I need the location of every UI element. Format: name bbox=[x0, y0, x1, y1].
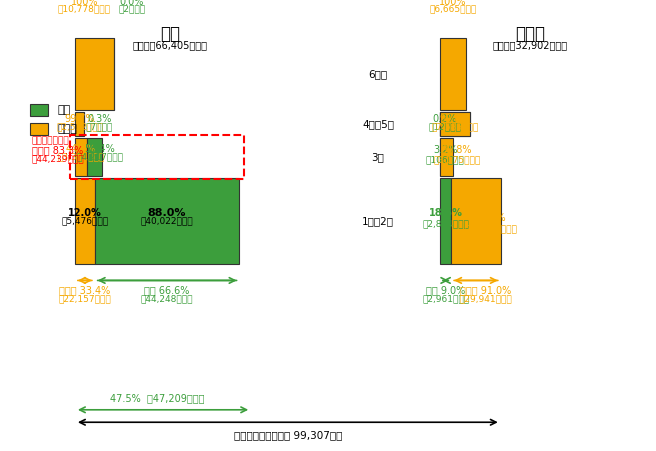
Text: 55.4%: 55.4% bbox=[85, 144, 115, 154]
Text: 木造 66.6%: 木造 66.6% bbox=[144, 285, 190, 295]
Text: ＜2千㎡＞: ＜2千㎡＞ bbox=[118, 5, 146, 14]
Text: ＜29,941千㎡＞: ＜29,941千㎡＞ bbox=[460, 294, 512, 303]
Text: ＜2,512千㎡＞: ＜2,512千㎡＞ bbox=[56, 123, 103, 132]
Bar bbox=[451, 178, 501, 264]
Text: 88.0%: 88.0% bbox=[148, 208, 186, 218]
Text: ＜床面穉32,902千㎡＞: ＜床面穉32,902千㎡＞ bbox=[493, 40, 567, 50]
Text: 新築建築物（全体） 99,307千㎡: 新築建築物（全体） 99,307千㎡ bbox=[234, 430, 342, 440]
Text: 1階～2階: 1階～2階 bbox=[362, 216, 394, 226]
Text: ＜12千㎡＞: ＜12千㎡＞ bbox=[428, 123, 461, 132]
Text: 0.0%: 0.0% bbox=[120, 0, 144, 7]
Text: 非木造 91.0%: 非木造 91.0% bbox=[461, 285, 512, 295]
Text: ＜2,844千㎡＞: ＜2,844千㎡＞ bbox=[422, 219, 469, 228]
Text: 0.3%: 0.3% bbox=[87, 115, 112, 124]
Bar bbox=[440, 38, 466, 110]
Text: ＜3,175千㎡＞: ＜3,175千㎡＞ bbox=[433, 155, 480, 164]
Text: ＜44,239千㎡＞: ＜44,239千㎡＞ bbox=[32, 154, 85, 163]
Text: 6階～: 6階～ bbox=[369, 69, 388, 79]
Text: ＜3,391千㎡＞: ＜3,391千㎡＞ bbox=[58, 152, 105, 161]
Text: ＜40,022千㎡＞: ＜40,022千㎡＞ bbox=[141, 216, 194, 226]
Text: ＜10,778千㎡＞: ＜10,778千㎡＞ bbox=[58, 5, 111, 14]
Bar bbox=[87, 138, 102, 176]
Bar bbox=[440, 112, 470, 136]
Bar bbox=[75, 138, 87, 176]
Text: ＜7,585千㎡＞: ＜7,585千㎡＞ bbox=[432, 123, 479, 132]
Text: ＜7千㎡＞: ＜7千㎡＞ bbox=[85, 123, 113, 132]
Text: 96.8%: 96.8% bbox=[441, 145, 472, 155]
Text: 81.5%: 81.5% bbox=[476, 213, 506, 223]
Text: ＜6,665千㎡＞: ＜6,665千㎡＞ bbox=[430, 5, 477, 14]
Text: 99.8%: 99.8% bbox=[440, 115, 470, 124]
Text: ＜44,248千㎡＞: ＜44,248千㎡＞ bbox=[141, 294, 194, 303]
Text: 木造は 83.3%: 木造は 83.3% bbox=[32, 145, 83, 155]
Bar bbox=[75, 38, 114, 110]
Text: 3階: 3階 bbox=[371, 152, 384, 162]
Bar bbox=[75, 178, 94, 264]
Text: ＜4,217千㎡＞: ＜4,217千㎡＞ bbox=[76, 152, 123, 161]
Bar bbox=[30, 104, 48, 115]
Text: ＜床面穉66,405千㎡＞: ＜床面穉66,405千㎡＞ bbox=[133, 40, 207, 50]
Text: 低層住宅のうち: 低層住宅のうち bbox=[32, 136, 70, 145]
Text: ＜106千㎡＞: ＜106千㎡＞ bbox=[426, 155, 464, 164]
Bar bbox=[30, 123, 48, 135]
Text: 非木造 33.4%: 非木造 33.4% bbox=[59, 285, 110, 295]
Text: 47.5%  ＜47,209千㎡＞: 47.5% ＜47,209千㎡＞ bbox=[110, 393, 205, 403]
Bar bbox=[440, 138, 453, 176]
Text: 0.2%: 0.2% bbox=[433, 115, 457, 124]
Text: 100%: 100% bbox=[71, 0, 98, 7]
Text: 100%: 100% bbox=[440, 0, 467, 7]
Bar bbox=[440, 112, 470, 136]
Text: 木造 9.0%: 木造 9.0% bbox=[426, 285, 465, 295]
Text: ＜5,476千㎡＞: ＜5,476千㎡＞ bbox=[61, 216, 108, 226]
Text: 木造: 木造 bbox=[58, 105, 72, 115]
Text: 99.7%: 99.7% bbox=[64, 115, 95, 124]
Text: 非住宅: 非住宅 bbox=[515, 25, 545, 43]
Text: 18.5%: 18.5% bbox=[428, 208, 462, 218]
Bar bbox=[75, 112, 84, 136]
Text: 3.2%: 3.2% bbox=[433, 145, 457, 155]
Text: ＜12,515千㎡＞: ＜12,515千㎡＞ bbox=[464, 224, 518, 233]
Bar bbox=[440, 178, 451, 264]
Bar bbox=[94, 178, 239, 264]
Text: 12.0%: 12.0% bbox=[68, 208, 102, 218]
Text: 住宅: 住宅 bbox=[160, 25, 180, 43]
Text: ＜2,961千㎡＞: ＜2,961千㎡＞ bbox=[422, 294, 469, 303]
Text: 4階～5階: 4階～5階 bbox=[362, 119, 394, 129]
Text: 非木造: 非木造 bbox=[58, 124, 78, 134]
Text: 44.6%: 44.6% bbox=[66, 144, 96, 154]
Text: ＜22,157千㎡＞: ＜22,157千㎡＞ bbox=[58, 294, 112, 303]
